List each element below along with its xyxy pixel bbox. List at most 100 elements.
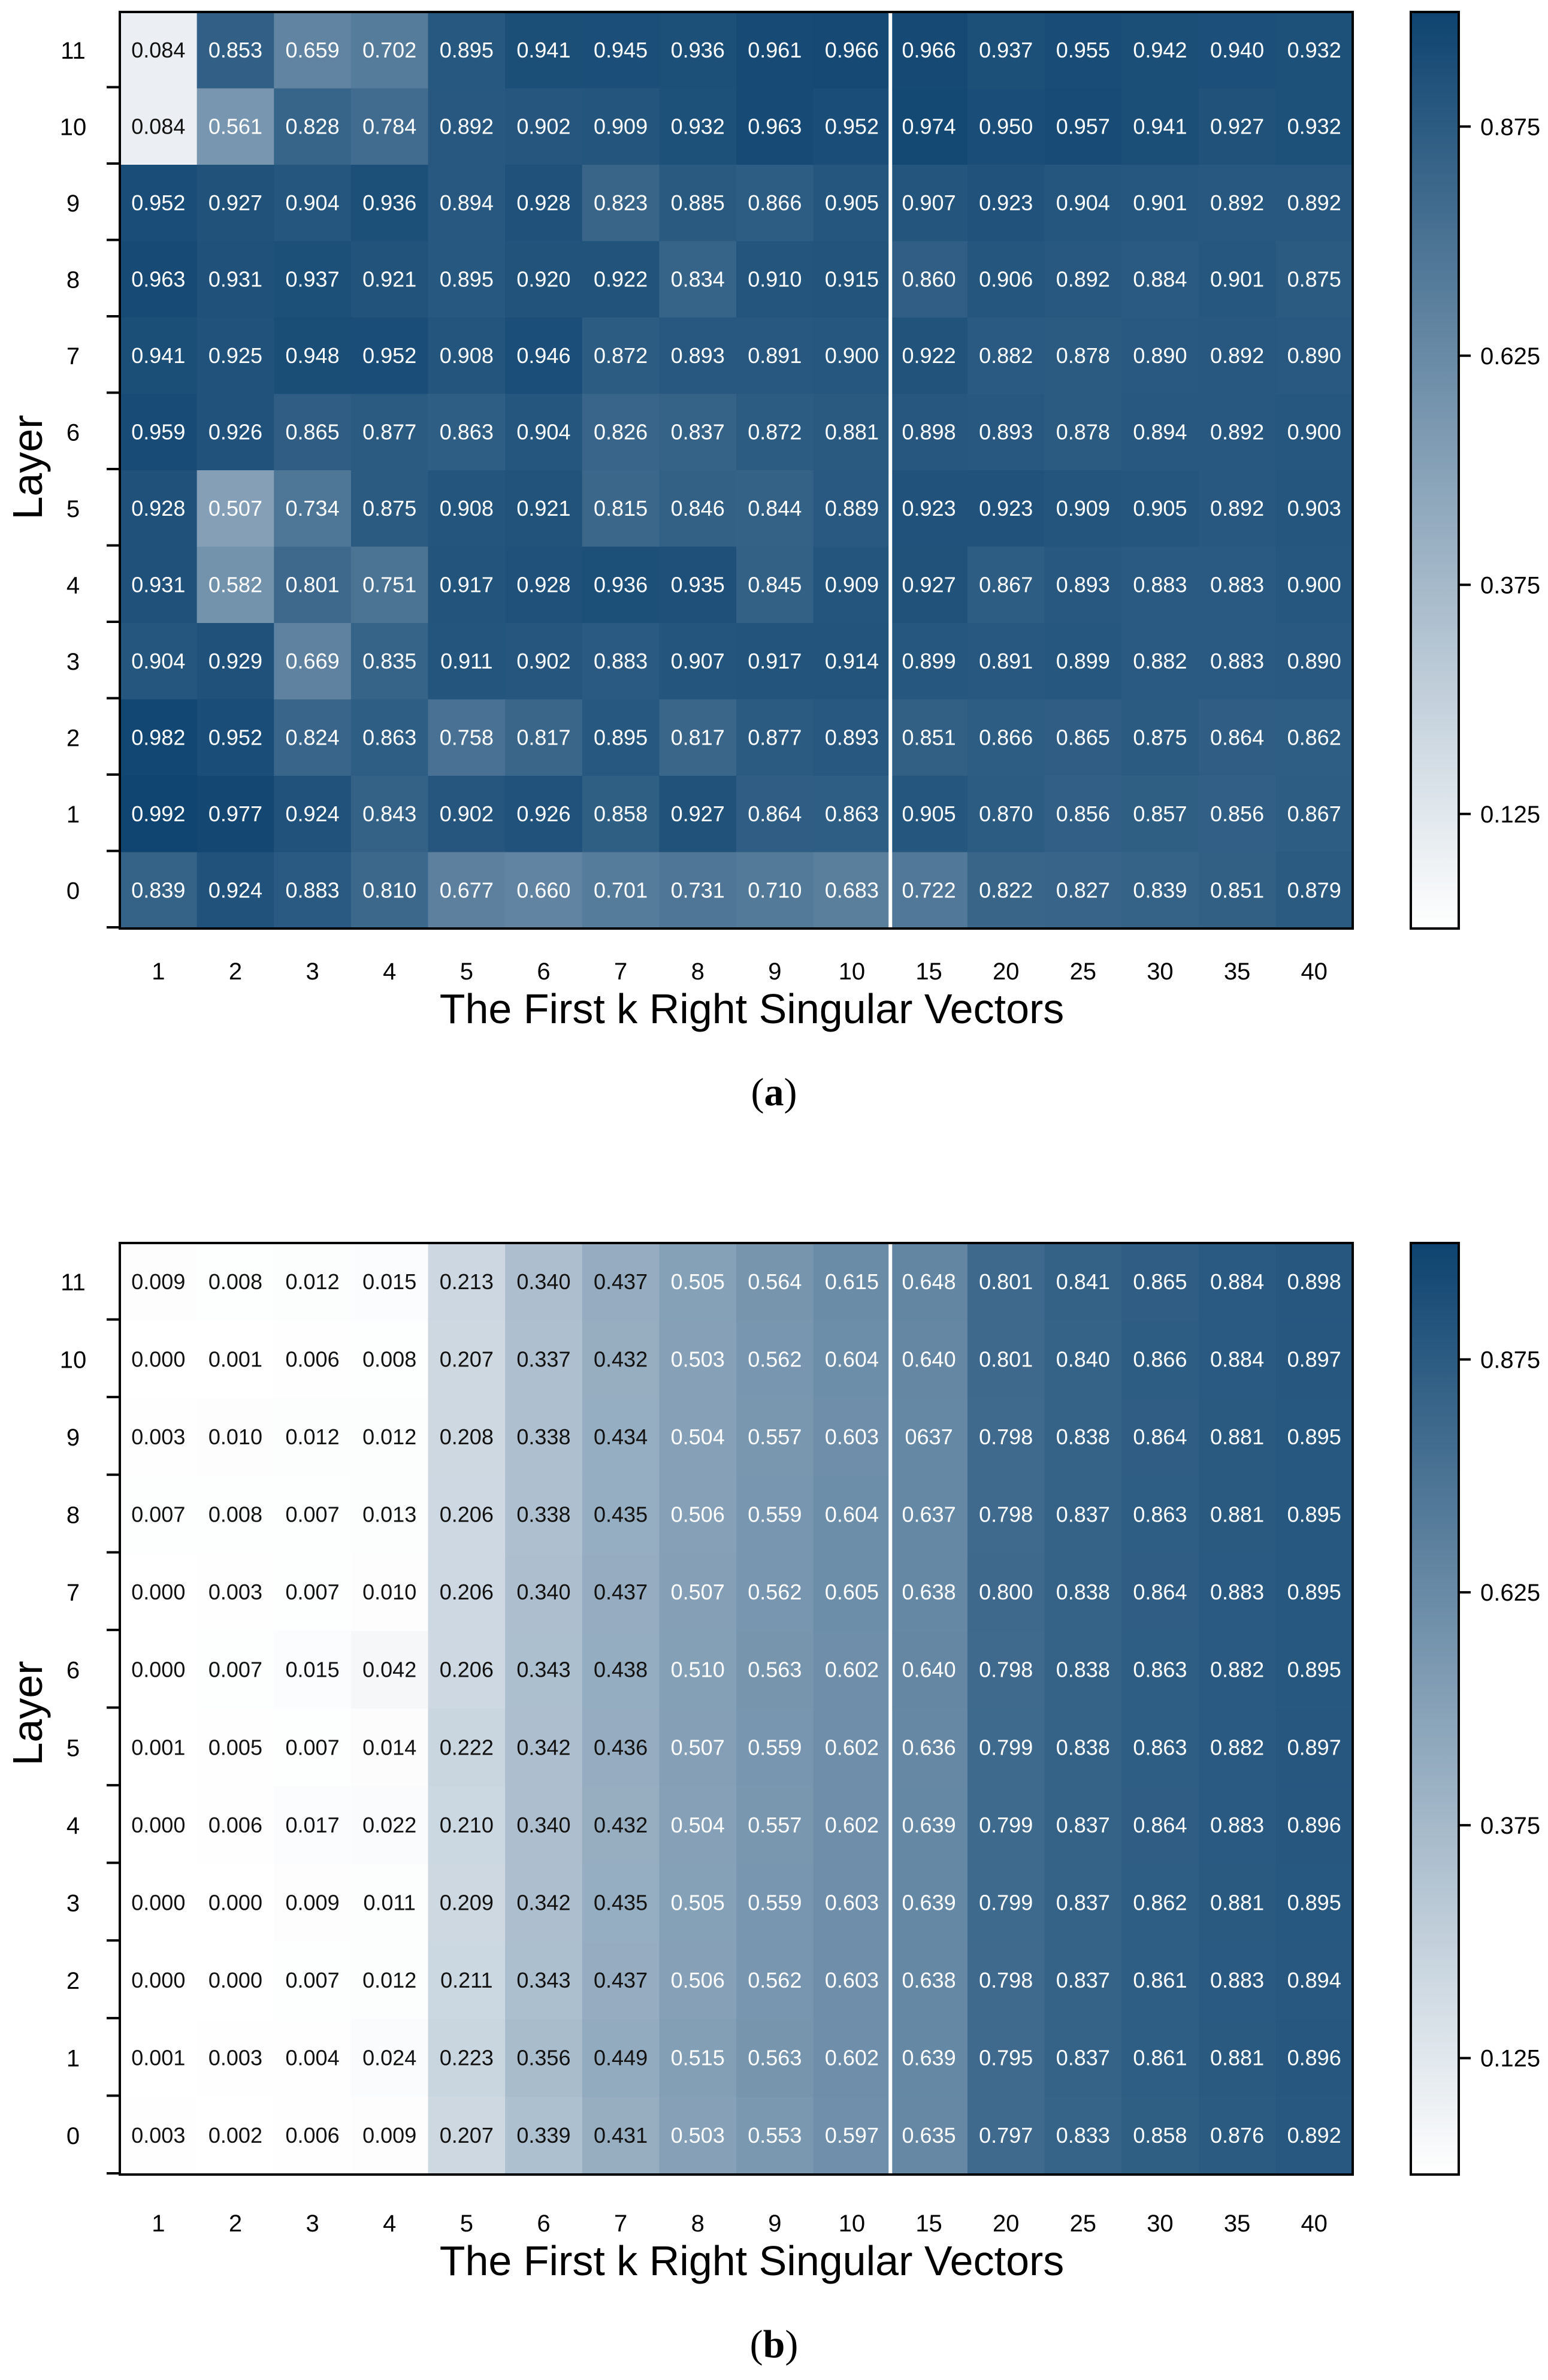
heatmap-cell [1121,1553,1199,1632]
cell-value-label: 0.914 [825,649,879,673]
heatmap-cell [1198,1786,1276,1865]
heatmap-cell [890,1398,968,1477]
heatmap-cell [1044,546,1122,624]
heatmap-cell [350,1786,429,1865]
x-tick-label: 40 [1301,2210,1328,2237]
heatmap-cell [1198,470,1276,548]
heatmap-cell [1044,1631,1122,1710]
heatmap-cell [1198,1553,1276,1632]
cell-value-label: 0.931 [208,267,262,291]
heatmap-cell [659,1475,737,1554]
heatmap-cell [1275,470,1353,548]
cell-value-label: 0.883 [1133,572,1187,597]
cell-value-label: 0.009 [362,2123,416,2148]
cell-value-label: 0.437 [594,1580,648,1604]
heatmap-cell [350,1553,429,1632]
cell-value-label: 0.883 [286,878,340,902]
heatmap-cell [1044,470,1122,548]
heatmap-cell [505,699,583,776]
cell-value-label: 0.669 [286,649,340,673]
heatmap-cell [813,852,891,929]
cell-value-label: 0.013 [362,1502,416,1527]
heatmap-cell [582,165,660,242]
cell-value-label: 0.905 [902,802,956,826]
x-tick-label: 3 [306,2210,319,2237]
heatmap-cell [659,2019,737,2098]
cell-value-label: 0.857 [1133,802,1187,826]
heatmap-cell [736,623,814,700]
heatmap-cell [1044,1864,1122,1942]
heatmap-cell [736,394,814,471]
heatmap-cell [274,699,352,776]
y-tick-label: 10 [60,114,87,140]
cell-value-label: 0.751 [362,572,416,597]
cell-value-label: 0.826 [594,419,648,444]
cell-value-label: 0.924 [286,802,340,826]
cell-value-label: 0.905 [825,190,879,215]
cell-value-label: 0.875 [1287,267,1341,291]
cell-value-label: 0.659 [286,38,340,62]
cell-value-label: 0.863 [1133,1658,1187,1682]
cell-value-label: 0.867 [979,572,1033,597]
heatmap-cell [1275,1942,1353,2020]
heatmap-cell [1121,623,1199,700]
cell-value-label: 0.835 [362,649,416,673]
heatmap-cell [120,2019,198,2098]
cell-value-label: 0.010 [208,1425,262,1449]
cell-value-label: 0.920 [516,267,570,291]
heatmap-cell [274,241,352,318]
heatmap-cell [813,165,891,242]
cell-value-label: 0.922 [902,343,956,368]
heatmap-cell [890,2019,968,2098]
heatmap-cell [890,623,968,700]
cell-value-label: 0.008 [362,1347,416,1371]
cell-value-label: 0.922 [594,267,648,291]
heatmap-cell [505,546,583,624]
heatmap-cell [736,470,814,548]
cell-value-label: 0.339 [516,2123,570,2148]
cell-value-label: 0.564 [748,1269,802,1294]
heatmap-cell [120,470,198,548]
cell-value-label: 0.898 [902,419,956,444]
heatmap-cell [505,1475,583,1554]
heatmap-cell [120,1864,198,1942]
cell-value-label: 0.003 [131,1425,185,1449]
cell-value-label: 0.900 [1287,419,1341,444]
heatmap-cell [582,394,660,471]
cell-value-label: 0.702 [362,38,416,62]
cell-value-label: 0.209 [440,1890,494,1915]
cell-value-label: 0.923 [979,496,1033,521]
cell-value-label: 0.603 [825,1890,879,1915]
x-tick-label: 9 [768,958,781,985]
x-tick-label: 4 [383,2210,396,2237]
y-tick-label: 2 [66,725,80,751]
cell-value-label: 0.893 [979,419,1033,444]
heatmap-cell [659,165,737,242]
cell-value-label: 0.435 [594,1890,648,1915]
cell-value-label: 0.921 [362,267,416,291]
x-tick-label: 20 [993,958,1020,985]
cell-value-label: 0.211 [440,1968,492,1992]
cell-value-label: 0.921 [516,496,570,521]
heatmap-cell [120,699,198,776]
heatmap-cell [350,1243,429,1321]
heatmap-cell [659,12,737,89]
cell-value-label: 0.014 [362,1735,416,1759]
cell-value-label: 0.563 [748,2046,802,2070]
x-tick-label: 4 [383,958,396,985]
cell-value-label: 0.895 [1287,1425,1341,1449]
heatmap-cell [428,1631,506,1710]
heatmap-cell [582,88,660,165]
cell-value-label: 0.936 [594,572,648,597]
cell-value-label: 0.866 [748,190,802,215]
cell-value-label: 0.863 [1133,1502,1187,1527]
cell-value-label: 0.837 [1056,2046,1110,2070]
cell-value-label: 0.864 [1210,725,1264,749]
heatmap-cell [274,394,352,471]
cell-value-label: 0.701 [594,878,648,902]
cell-value-label: 0.875 [1133,725,1187,749]
y-tick-label: 0 [66,2123,80,2149]
heatmap-cell [1198,2019,1276,2098]
panel-a-colorbar-gradient [1410,11,1460,930]
cell-value-label: 0.862 [1133,1890,1187,1915]
